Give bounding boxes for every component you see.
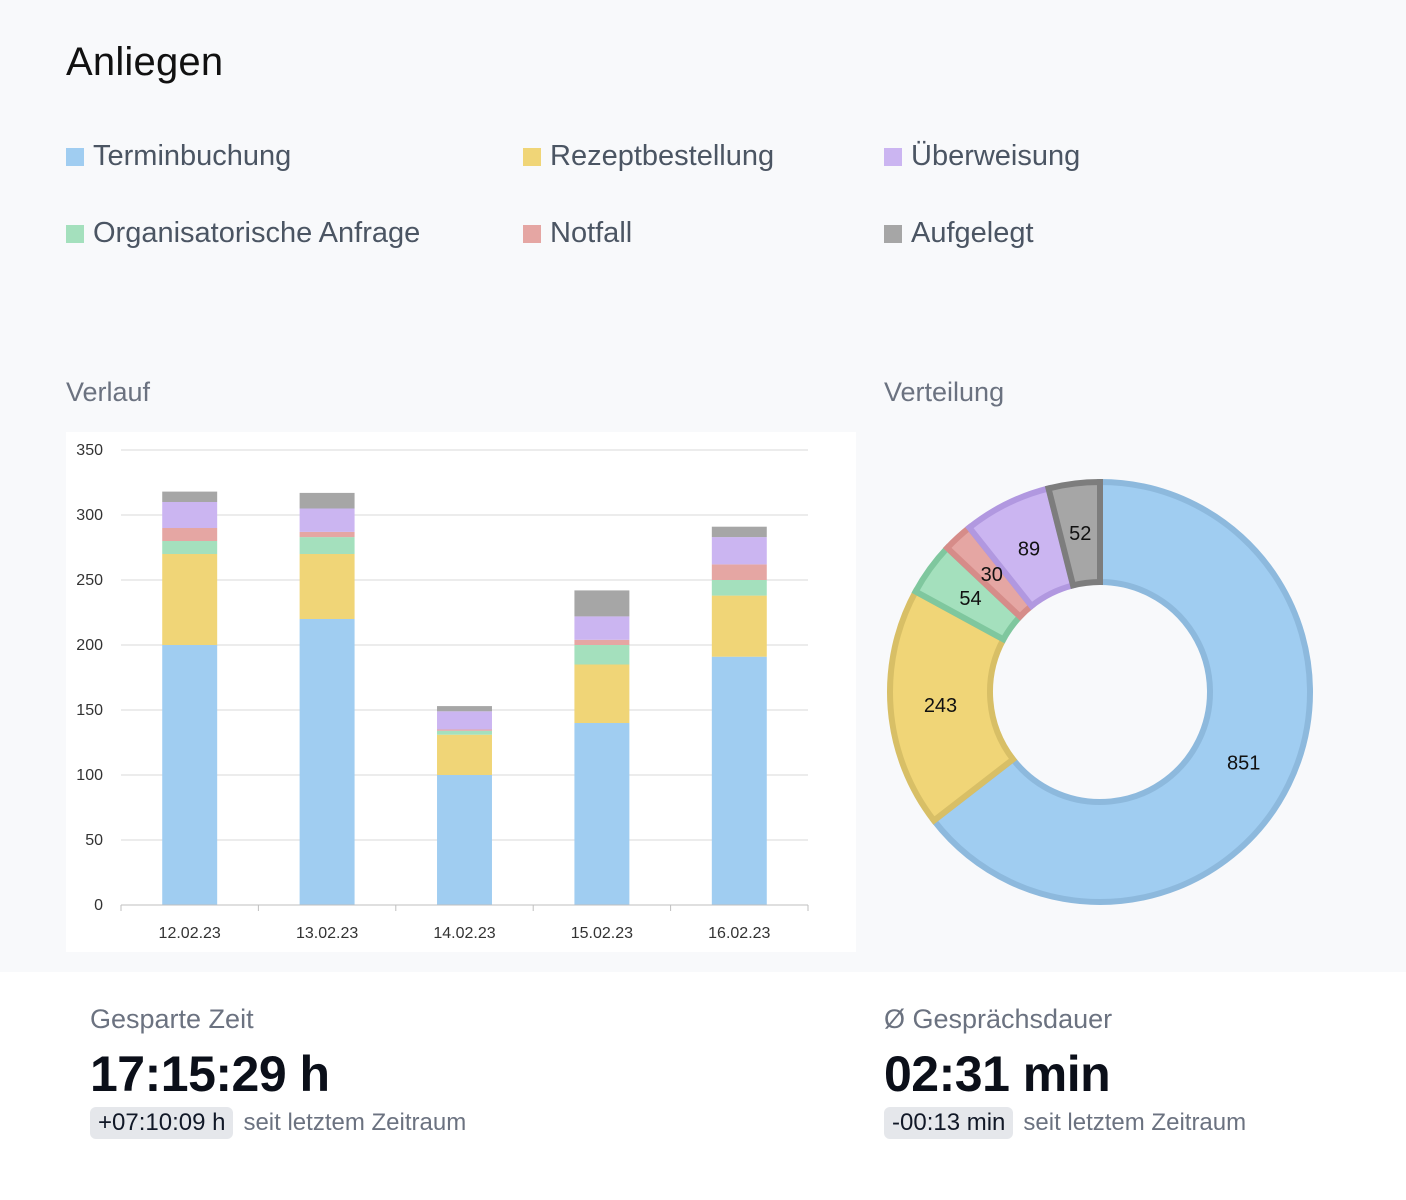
bar-segment[interactable] bbox=[162, 554, 218, 645]
x-tick-label: 15.02.23 bbox=[571, 925, 633, 942]
bar-segment[interactable] bbox=[437, 734, 492, 775]
legend-label: Organisatorische Anfrage bbox=[93, 217, 421, 249]
slice-label: 89 bbox=[1018, 539, 1040, 561]
legend-item-notfall[interactable]: Notfall bbox=[523, 217, 632, 250]
slice-label: 243 bbox=[924, 695, 957, 717]
donut-slice[interactable] bbox=[1044, 478, 1103, 590]
bar-segment[interactable] bbox=[574, 645, 630, 665]
bar-segment[interactable] bbox=[299, 554, 355, 619]
slice-label: 52 bbox=[1069, 523, 1091, 545]
legend-swatch bbox=[523, 147, 541, 166]
bar-segment[interactable] bbox=[162, 502, 218, 528]
y-tick-label: 0 bbox=[94, 897, 103, 914]
y-tick-label: 200 bbox=[76, 637, 103, 654]
verteilung-heading: Verteilung bbox=[884, 377, 1005, 407]
delta-badge: -00:13 min bbox=[884, 1107, 1014, 1139]
legend: Terminbuchung Rezeptbestellung Überweisu… bbox=[66, 140, 1366, 270]
bar-segment[interactable] bbox=[162, 528, 218, 541]
bar-segment[interactable] bbox=[437, 775, 492, 905]
bar-segment[interactable] bbox=[711, 580, 767, 596]
bar-segment[interactable] bbox=[299, 492, 355, 509]
legend-label: Rezeptbestellung bbox=[550, 140, 775, 172]
stat-delta-row: -00:13 min seit letztem Zeitraum bbox=[884, 1107, 1246, 1139]
bar-segment[interactable] bbox=[437, 711, 492, 730]
bar-segment[interactable] bbox=[299, 531, 355, 538]
slice-label: 30 bbox=[981, 564, 1003, 586]
bar-segment[interactable] bbox=[574, 723, 630, 905]
legend-item-ueberweisung[interactable]: Überweisung bbox=[884, 140, 1080, 173]
stat-value: 17:15:29 h bbox=[90, 1046, 330, 1102]
y-tick-label: 250 bbox=[76, 572, 103, 589]
bar-segment[interactable] bbox=[574, 664, 630, 724]
x-tick-label: 12.02.23 bbox=[159, 925, 221, 942]
y-tick-label: 300 bbox=[76, 507, 103, 524]
legend-item-terminbuchung[interactable]: Terminbuchung bbox=[66, 140, 291, 173]
legend-item-organisatorische-anfrage[interactable]: Organisatorische Anfrage bbox=[66, 217, 420, 250]
bar-segment[interactable] bbox=[711, 537, 767, 565]
x-tick-label: 13.02.23 bbox=[296, 925, 358, 942]
bar-segment[interactable] bbox=[437, 729, 492, 731]
legend-label: Überweisung bbox=[911, 140, 1081, 172]
stat-label: Gesparte Zeit bbox=[90, 1004, 254, 1034]
verlauf-heading: Verlauf bbox=[66, 377, 151, 407]
donut-slice[interactable] bbox=[929, 478, 1313, 905]
y-tick-label: 50 bbox=[85, 832, 103, 849]
bar-segment[interactable] bbox=[299, 619, 355, 905]
bar-segment[interactable] bbox=[299, 508, 355, 532]
delta-suffix: seit letztem Zeitraum bbox=[243, 1109, 467, 1136]
anliegen-panel: Anliegen Terminbuchung Rezeptbestellung … bbox=[66, 40, 1366, 952]
legend-swatch bbox=[884, 147, 902, 166]
saved-time-stat: Gesparte Zeit 17:15:29 h +07:10:09 h sei… bbox=[90, 1004, 466, 1139]
avg-duration-stat: Ø Gesprächsdauer 02:31 min -00:13 min se… bbox=[884, 1004, 1246, 1139]
bar-segment[interactable] bbox=[574, 616, 630, 640]
legend-swatch bbox=[523, 224, 541, 243]
delta-suffix: seit letztem Zeitraum bbox=[1023, 1109, 1247, 1136]
delta-badge: +07:10:09 h bbox=[90, 1107, 234, 1139]
bar-segment[interactable] bbox=[574, 590, 630, 617]
bar-segment[interactable] bbox=[162, 541, 218, 554]
legend-swatch bbox=[66, 224, 84, 243]
bar-segment[interactable] bbox=[574, 639, 630, 645]
stat-label: Ø Gesprächsdauer bbox=[884, 1004, 1113, 1034]
x-tick-label: 16.02.23 bbox=[708, 925, 770, 942]
bar-segment[interactable] bbox=[162, 491, 218, 502]
y-tick-label: 350 bbox=[76, 442, 103, 459]
legend-label: Notfall bbox=[550, 217, 633, 249]
page-title: Anliegen bbox=[66, 40, 224, 84]
bar-segment[interactable] bbox=[162, 645, 218, 905]
legend-item-rezeptbestellung[interactable]: Rezeptbestellung bbox=[523, 140, 774, 173]
donut-slice[interactable] bbox=[887, 587, 1018, 825]
bar-segment[interactable] bbox=[437, 706, 492, 712]
donut-slices bbox=[887, 478, 1313, 905]
slice-label: 851 bbox=[1227, 752, 1260, 774]
bar-chart: 0 50 100 150 200 250 300 350 12.02.23 13.02.23 14.… bbox=[66, 432, 856, 952]
bar-segment[interactable] bbox=[437, 730, 492, 735]
legend-swatch bbox=[66, 147, 84, 166]
bar-segment[interactable] bbox=[711, 595, 767, 657]
y-tick-label: 150 bbox=[76, 702, 103, 719]
bar-segment[interactable] bbox=[711, 656, 767, 905]
stat-delta-row: +07:10:09 h seit letztem Zeitraum bbox=[90, 1107, 466, 1139]
legend-swatch bbox=[884, 224, 902, 243]
x-tick-label: 14.02.23 bbox=[433, 925, 495, 942]
bar-segment[interactable] bbox=[299, 537, 355, 554]
bar-segment[interactable] bbox=[711, 526, 767, 538]
legend-label: Terminbuchung bbox=[93, 140, 292, 172]
y-tick-label: 100 bbox=[76, 767, 103, 784]
legend-item-aufgelegt[interactable]: Aufgelegt bbox=[884, 217, 1034, 250]
legend-label: Aufgelegt bbox=[911, 217, 1034, 249]
stat-value: 02:31 min bbox=[884, 1046, 1111, 1102]
slice-label: 54 bbox=[959, 588, 981, 610]
bar-segment[interactable] bbox=[711, 564, 767, 580]
